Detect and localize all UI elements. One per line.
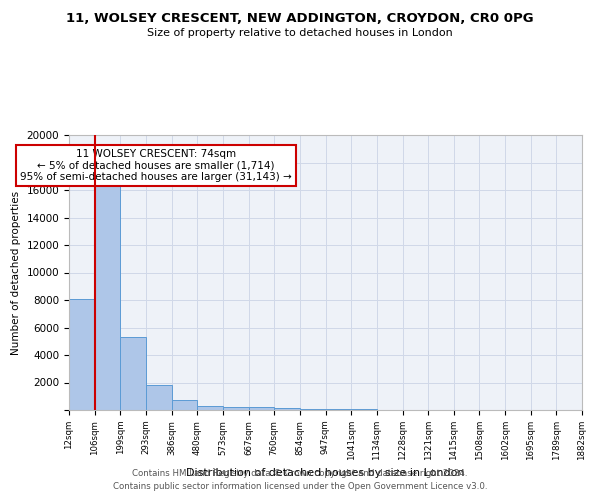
Bar	[274, 408, 300, 410]
Text: 11, WOLSEY CRESCENT, NEW ADDINGTON, CROYDON, CR0 0PG: 11, WOLSEY CRESCENT, NEW ADDINGTON, CROY…	[66, 12, 534, 26]
Bar	[146, 384, 172, 410]
Bar	[300, 408, 325, 410]
Bar	[223, 407, 248, 410]
Bar	[172, 400, 197, 410]
Bar	[69, 298, 95, 410]
Bar	[325, 409, 351, 410]
Text: 11 WOLSEY CRESCENT: 74sqm
← 5% of detached houses are smaller (1,714)
95% of sem: 11 WOLSEY CRESCENT: 74sqm ← 5% of detach…	[20, 149, 292, 182]
Text: Contains public sector information licensed under the Open Government Licence v3: Contains public sector information licen…	[113, 482, 487, 491]
Bar	[197, 406, 223, 410]
Text: Contains HM Land Registry data © Crown copyright and database right 2024.: Contains HM Land Registry data © Crown c…	[132, 468, 468, 477]
Y-axis label: Number of detached properties: Number of detached properties	[11, 190, 21, 354]
Text: Size of property relative to detached houses in London: Size of property relative to detached ho…	[147, 28, 453, 38]
Bar	[248, 407, 274, 410]
Bar	[95, 183, 120, 410]
X-axis label: Distribution of detached houses by size in London: Distribution of detached houses by size …	[186, 468, 465, 478]
Bar	[120, 337, 146, 410]
